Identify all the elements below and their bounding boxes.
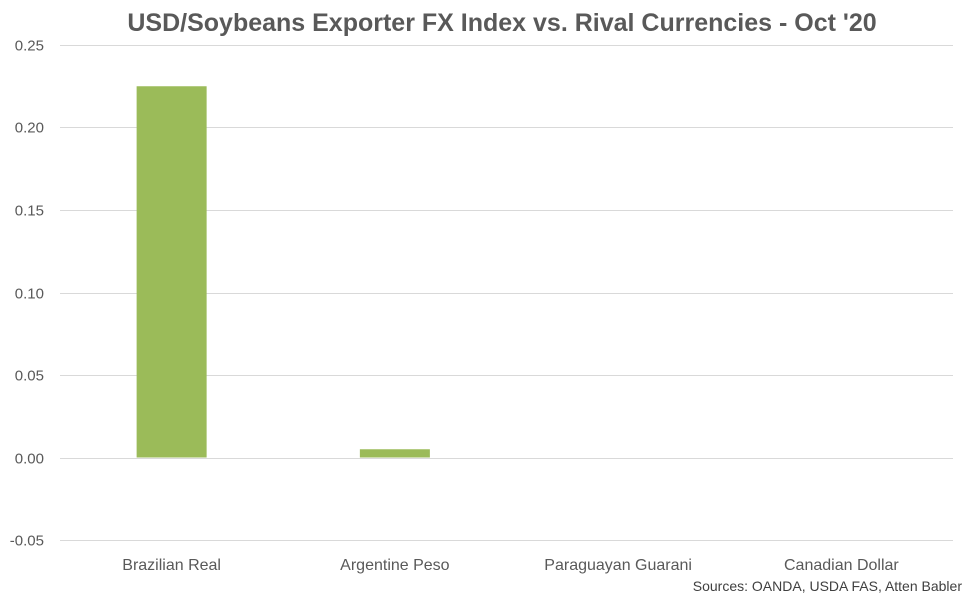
x-category-label: Canadian Dollar [784,557,899,574]
x-category-label: Argentine Peso [340,557,450,574]
x-category-label: Paraguayan Guarani [544,557,692,574]
bar-brazilian-real [136,86,207,458]
y-tick-label: 0.15 [15,203,44,220]
y-tick-label: 0.25 [15,38,44,55]
gridlines [60,45,953,541]
y-tick-label: 0.05 [15,368,44,385]
x-category-label: Brazilian Real [122,557,221,574]
chart-title: USD/Soybeans Exporter FX Index vs. Rival… [127,9,876,37]
y-tick-label: 0.20 [15,120,44,137]
x-axis-category-labels: Brazilian Real Argentine Peso Paraguayan G… [122,557,899,574]
y-tick-label: -0.05 [10,533,44,550]
y-axis-tick-labels: 0.25 0.20 0.15 0.10 0.05 0.00 -0.05 [10,38,44,550]
bar-argentine-peso [359,449,430,458]
bars [136,86,430,458]
source-note: Sources: OANDA, USDA FAS, Atten Babler [693,578,963,594]
y-tick-label: 0.10 [15,286,44,303]
y-tick-label: 0.00 [15,451,44,468]
